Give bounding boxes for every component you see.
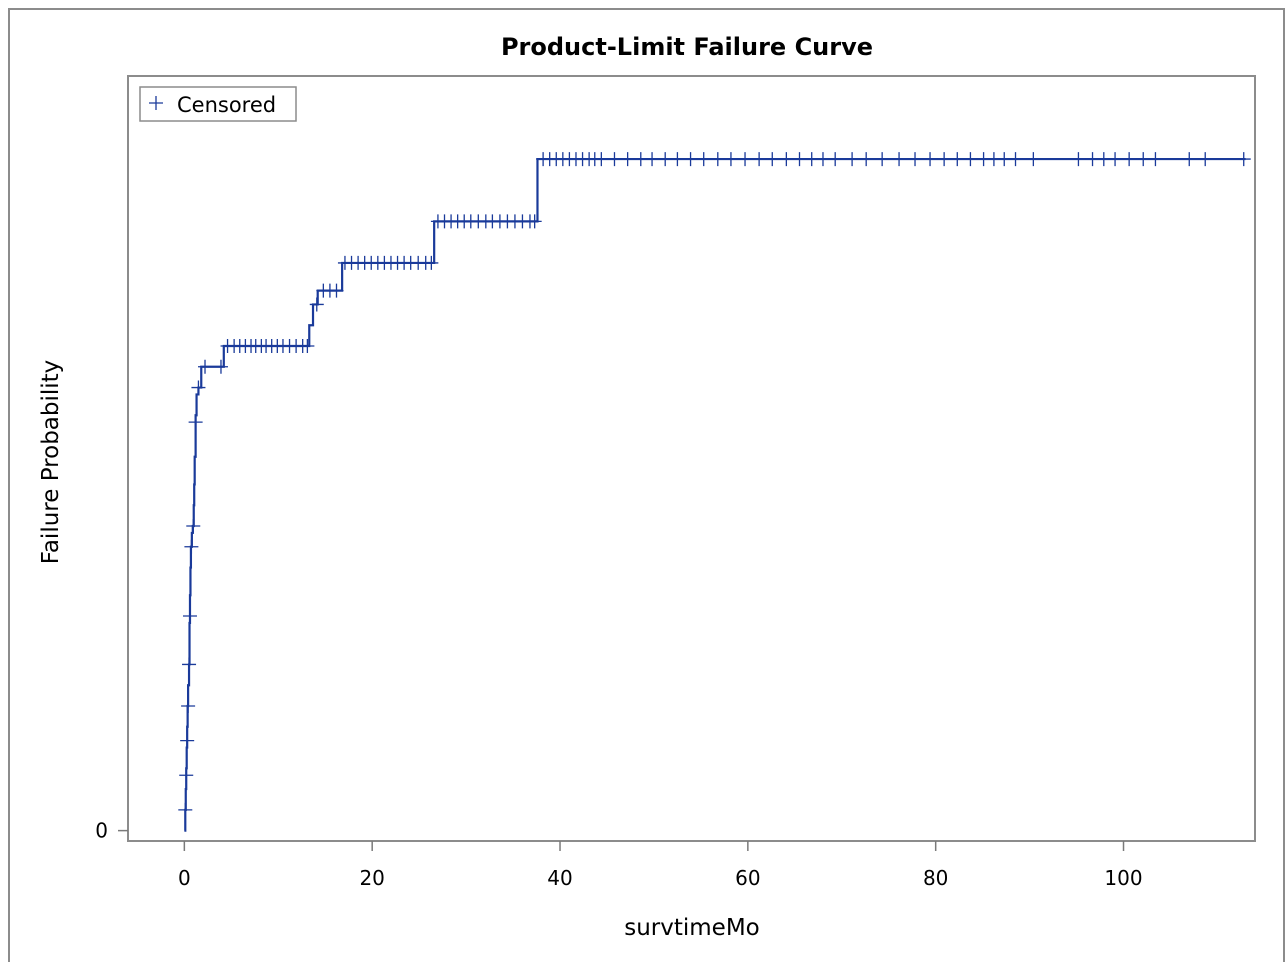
y-axis-label: Failure Probability — [38, 360, 64, 565]
censored-marker — [950, 152, 965, 167]
x-tick-label-60: 60 — [735, 866, 760, 890]
censored-marker — [329, 283, 344, 298]
censored-marker — [1136, 152, 1151, 167]
censored-marker — [815, 152, 830, 167]
x-tick-label-80: 80 — [923, 866, 948, 890]
censored-marker — [178, 802, 193, 817]
censored-marker — [620, 152, 635, 167]
censored-marker — [300, 339, 315, 353]
censored-marker — [309, 297, 324, 312]
censored-marker — [182, 609, 197, 623]
x-tick-label-0: 0 — [178, 866, 191, 890]
x-axis-label: survtimeMo — [624, 915, 760, 941]
censored-marker — [845, 152, 860, 167]
censored-marker — [645, 152, 660, 167]
censored-marker — [182, 657, 197, 672]
censored-marker — [908, 152, 923, 167]
censored-marker — [792, 152, 807, 167]
censored-marker — [1198, 152, 1213, 167]
plot-area — [127, 75, 1256, 842]
censored-marker — [963, 152, 978, 167]
censored-marker — [186, 519, 201, 533]
censored-marker — [191, 380, 206, 395]
y-axis: 0 — [95, 819, 128, 843]
censored-marker — [752, 152, 767, 167]
censored-marker — [527, 214, 542, 229]
censored-marker — [594, 152, 609, 167]
censored-marker — [1026, 152, 1041, 167]
censored-markers — [178, 152, 1251, 817]
censored-marker — [213, 359, 228, 374]
x-tick-label-100: 100 — [1104, 866, 1142, 890]
x-axis: 0 20 40 60 80 100 — [178, 841, 1143, 890]
censored-marker — [1236, 152, 1251, 167]
censored-marker — [859, 152, 874, 167]
censored-marker — [670, 152, 685, 167]
censored-marker — [181, 699, 196, 713]
censored-marker — [696, 152, 711, 167]
censored-marker — [828, 152, 843, 167]
censored-marker — [424, 255, 439, 270]
censored-marker — [683, 152, 698, 167]
censored-marker — [923, 152, 938, 167]
censored-marker — [738, 152, 753, 167]
failure-curve-line — [184, 157, 1246, 832]
censored-marker — [937, 152, 952, 167]
censored-marker — [710, 152, 725, 167]
censored-marker — [892, 152, 907, 167]
censored-marker — [658, 152, 673, 167]
censored-marker — [180, 733, 195, 748]
censored-marker — [765, 152, 780, 167]
censored-marker — [1182, 152, 1197, 167]
censored-marker — [198, 359, 213, 374]
censored-marker — [184, 539, 199, 554]
censored-marker — [723, 152, 738, 167]
legend-box — [139, 86, 297, 122]
censored-marker — [875, 152, 890, 167]
censored-marker — [1008, 152, 1023, 167]
chart-title: Product-Limit Failure Curve — [501, 33, 873, 61]
censored-marker — [1108, 152, 1123, 167]
legend-censored-label: Censored — [177, 93, 276, 117]
censored-marker — [1122, 152, 1137, 167]
censored-marker — [779, 152, 794, 167]
censored-marker — [607, 152, 622, 167]
legend: Censored — [139, 86, 297, 122]
x-tick-label-20: 20 — [359, 866, 384, 890]
censored-marker — [1148, 152, 1163, 167]
censored-marker — [1071, 152, 1086, 167]
figure-border — [8, 8, 1285, 962]
censored-marker — [179, 768, 194, 783]
legend-marker-glyph — [149, 96, 163, 110]
censored-marker — [188, 415, 203, 430]
legend-censored-marker — [149, 96, 163, 110]
x-tick-label-40: 40 — [547, 866, 572, 890]
y-tick-label-0: 0 — [95, 819, 108, 843]
